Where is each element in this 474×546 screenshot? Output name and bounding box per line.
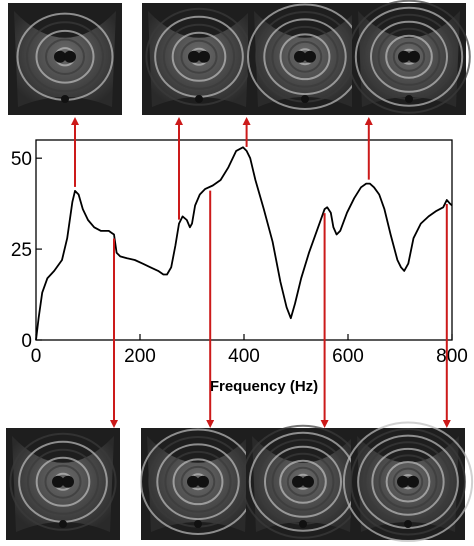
x-tick-label: 0 — [31, 346, 42, 367]
mode-arrows — [71, 117, 451, 428]
mode-pattern-4 — [347, 0, 471, 115]
mode-pattern-5 — [6, 428, 120, 540]
x-tick-label: 400 — [228, 346, 260, 367]
y-tick-label: 50 — [11, 149, 32, 170]
x-tick-label: 200 — [124, 346, 156, 367]
bottom-mode-images — [6, 421, 474, 543]
x-axis-ticks: 0 200 400 600 800 — [31, 334, 468, 367]
x-tick-label: 800 — [436, 346, 468, 367]
mode-pattern-7 — [241, 424, 365, 540]
mode-pattern-6 — [140, 428, 256, 540]
top-mode-images — [8, 0, 471, 115]
mode-pattern-8 — [342, 421, 474, 543]
y-tick-label: 25 — [11, 240, 32, 261]
mode-pattern-3 — [247, 3, 363, 115]
y-axis-ticks: 0 25 50 — [11, 149, 42, 352]
plot-frame — [35, 139, 453, 341]
series-line — [35, 146, 453, 341]
mode-pattern-1 — [8, 3, 122, 115]
mode-pattern-2 — [142, 3, 256, 115]
y-tick-label: 0 — [21, 331, 32, 352]
frequency-response-plot: 0 25 50 0 200 400 600 800 — [11, 139, 468, 367]
x-tick-label: 600 — [332, 346, 364, 367]
x-axis-label: Frequency (Hz) — [210, 378, 318, 395]
